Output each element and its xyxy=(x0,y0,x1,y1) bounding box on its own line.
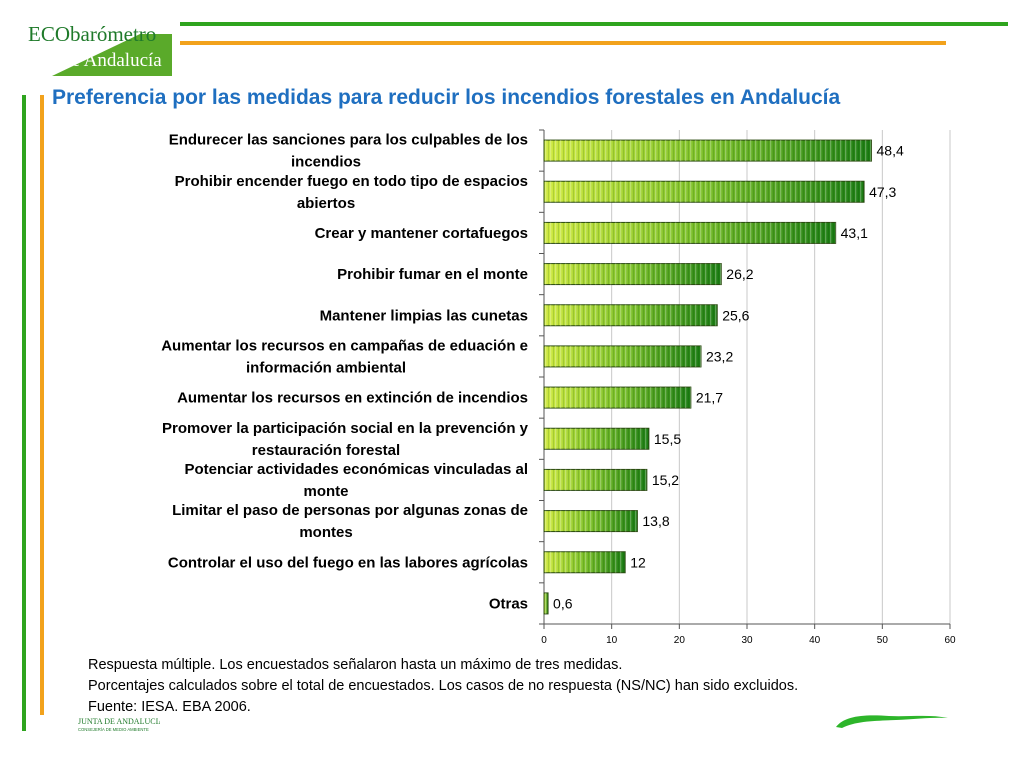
junta-andalucia-logo: JUNTA DE ANDALUCIA CONSEJERÍA DE MEDIO A… xyxy=(78,717,160,732)
x-tick-label: 0 xyxy=(541,635,547,646)
bar-texture xyxy=(544,345,701,367)
side-rule-green xyxy=(22,95,26,731)
bar-texture xyxy=(544,592,549,614)
category-label: información ambiental xyxy=(246,359,406,376)
category-label: Crear y mantener cortafuegos xyxy=(315,225,528,242)
category-label: Aumentar los recursos en extinción de in… xyxy=(177,390,528,407)
data-label: 21,7 xyxy=(696,390,723,406)
note-line-2: Porcentajes calculados sobre el total de… xyxy=(88,678,799,694)
category-label: monte xyxy=(304,483,349,500)
x-tick-label: 30 xyxy=(741,635,753,646)
data-label: 48,4 xyxy=(877,143,904,159)
junta-logo-line2: CONSEJERÍA DE MEDIO AMBIENTE xyxy=(78,727,149,732)
bars xyxy=(543,139,873,615)
category-label: Promover la participación social en la p… xyxy=(162,420,529,437)
data-label: 13,8 xyxy=(642,513,669,529)
category-label: restauración forestal xyxy=(252,442,400,459)
green-swoosh-decoration xyxy=(836,715,948,728)
axes xyxy=(539,129,951,629)
labels: 0 10 20 30 40 50 60 48,4 Endurecer las sanciones… xyxy=(161,132,956,646)
category-label: Limitar el paso de personas por algunas … xyxy=(172,502,528,519)
side-rule-orange xyxy=(40,95,44,715)
ecobarometro-logo: ECObarómetro de Andalucía xyxy=(22,20,174,76)
data-label: 0,6 xyxy=(553,595,573,611)
x-tick-label: 10 xyxy=(606,635,618,646)
category-label: Controlar el uso del fuego en las labore… xyxy=(168,554,528,571)
bar-texture xyxy=(544,222,836,244)
bar-texture xyxy=(544,181,865,203)
bar-chart: 0 10 20 30 40 50 60 48,4 Endurecer las sanciones… xyxy=(161,129,956,646)
logo-background xyxy=(52,34,172,76)
data-label: 15,5 xyxy=(654,431,681,447)
category-label: Endurecer las sanciones para los culpabl… xyxy=(169,132,528,149)
category-label: abiertos xyxy=(297,195,355,212)
bar-texture xyxy=(544,140,872,162)
bar-texture xyxy=(544,304,718,326)
data-label: 47,3 xyxy=(869,184,896,200)
chart-title: Preferencia por las medidas para reducir… xyxy=(52,86,841,109)
junta-logo-line1: JUNTA DE ANDALUCIA xyxy=(78,717,160,726)
grid-lines xyxy=(611,130,951,624)
x-tick-label: 40 xyxy=(809,635,821,646)
note-line-1: Respuesta múltiple. Los encuestados seña… xyxy=(88,657,623,673)
logo-text-line1: ECObarómetro xyxy=(28,22,157,46)
x-tick-label: 60 xyxy=(944,635,956,646)
category-label: montes xyxy=(299,524,352,541)
data-label: 43,1 xyxy=(841,225,868,241)
logo-text-line2: de Andalucía xyxy=(62,50,162,71)
x-tick-label: 20 xyxy=(674,635,686,646)
category-label: Prohibir encender fuego en todo tipo de … xyxy=(175,173,528,190)
header-rule-orange xyxy=(180,41,946,45)
note-line-3: Fuente: IESA. EBA 2006. xyxy=(88,699,251,715)
data-label: 12 xyxy=(630,554,646,570)
bar-texture xyxy=(544,551,626,573)
category-label: Aumentar los recursos en campañas de edu… xyxy=(161,337,528,354)
category-label: Mantener limpias las cunetas xyxy=(320,307,528,324)
bar-texture xyxy=(544,263,722,285)
category-label: Prohibir fumar en el monte xyxy=(337,266,528,283)
chart-notes: Respuesta múltiple. Los encuestados seña… xyxy=(88,655,798,718)
data-label: 26,2 xyxy=(726,266,753,282)
bar-texture xyxy=(544,510,638,532)
category-label: Otras xyxy=(489,595,528,612)
category-label: Potenciar actividades económicas vincula… xyxy=(185,461,528,478)
x-tick-label: 50 xyxy=(877,635,889,646)
data-label: 25,6 xyxy=(722,307,749,323)
bar-texture xyxy=(544,387,691,409)
header-rule-green xyxy=(180,22,1008,26)
data-label: 23,2 xyxy=(706,348,733,364)
bar-texture xyxy=(544,428,649,450)
bar-texture xyxy=(544,469,647,491)
category-label: incendios xyxy=(291,154,361,171)
data-label: 15,2 xyxy=(652,472,679,488)
